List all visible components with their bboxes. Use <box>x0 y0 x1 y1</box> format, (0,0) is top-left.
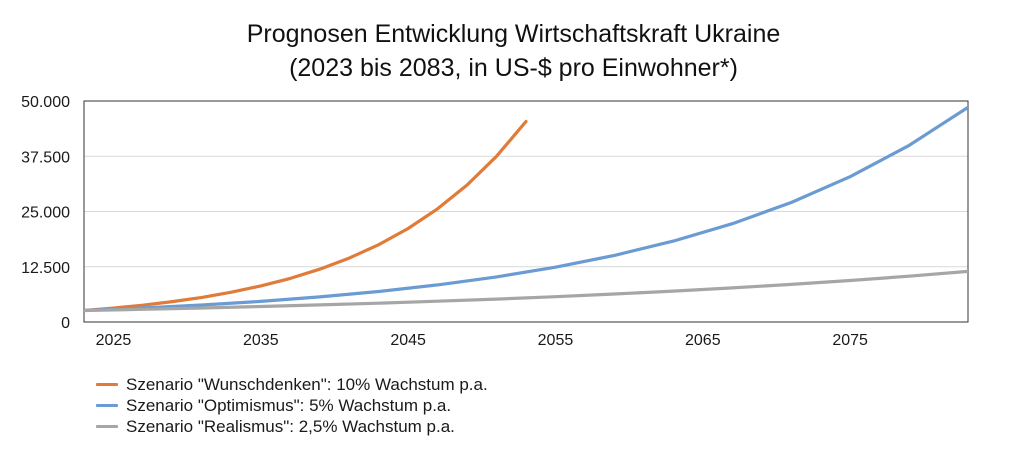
y-tick-label: 50.000 <box>21 94 70 111</box>
series-group <box>84 105 968 313</box>
x-tick-label: 2045 <box>390 332 426 349</box>
series-line-1 <box>84 119 528 313</box>
legend-item: Szenario "Realismus": 2,5% Wachstum p.a. <box>96 416 488 437</box>
legend-item: Szenario "Wunschdenken": 10% Wachstum p.… <box>96 374 488 395</box>
series-line-3 <box>84 269 968 313</box>
x-tick-label: 2055 <box>538 332 574 349</box>
x-tick-label: 2025 <box>96 332 132 349</box>
plot-frame <box>83 100 969 323</box>
y-tick-label: 37.500 <box>21 149 70 166</box>
chart-legend: Szenario "Wunschdenken": 10% Wachstum p.… <box>96 374 488 437</box>
legend-label: Szenario "Optimismus": 5% Wachstum p.a. <box>126 395 452 415</box>
legend-swatch <box>96 383 118 386</box>
chart-title: Prognosen Entwicklung Wirtschaftskraft U… <box>246 20 781 48</box>
chart-subtitle: (2023 bis 2083, in US-$ pro Einwohner*) <box>289 54 738 82</box>
y-tick-label: 0 <box>61 315 70 332</box>
series-line-2 <box>84 105 968 313</box>
y-tick-label: 25.000 <box>21 205 70 222</box>
legend-swatch <box>96 425 118 428</box>
x-tick-label: 2035 <box>243 332 279 349</box>
x-tick-label: 2065 <box>685 332 721 349</box>
x-tick-label: 2075 <box>832 332 868 349</box>
legend-swatch <box>96 404 118 407</box>
legend-label: Szenario "Realismus": 2,5% Wachstum p.a. <box>126 416 455 436</box>
legend-label: Szenario "Wunschdenken": 10% Wachstum p.… <box>126 374 488 394</box>
legend-item: Szenario "Optimismus": 5% Wachstum p.a. <box>96 395 488 416</box>
y-tick-label: 12.500 <box>21 260 70 277</box>
